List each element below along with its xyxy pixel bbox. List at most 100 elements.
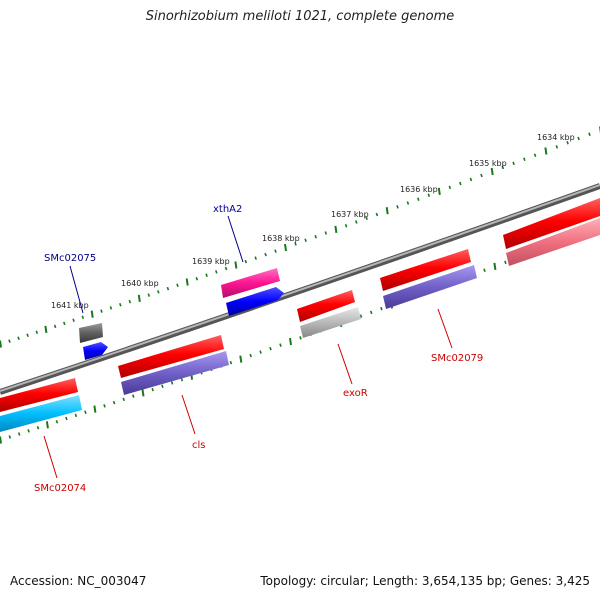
scale-minor-tick (274, 249, 277, 253)
gene-label-smc02075[interactable]: SMc02075 (44, 253, 96, 264)
scale-label-1634: 1634 kbp (537, 133, 575, 142)
scale-minor-tick (406, 201, 410, 205)
scale-major-tick (490, 167, 494, 176)
scale-minor-tick (128, 299, 132, 304)
scale-minor-tick (380, 306, 383, 311)
leader-smc02079 (437, 308, 453, 349)
scale-minor-tick (224, 266, 228, 271)
scale-label-1639: 1639 kbp (192, 257, 230, 266)
gene-smc02079-track[interactable] (380, 249, 471, 291)
scale-minor-tick (375, 212, 379, 217)
scale-minor-tick (65, 416, 68, 421)
scale-major-tick (90, 310, 94, 318)
gene-label-exoR[interactable]: exoR (343, 388, 368, 399)
scale-minor-tick (161, 384, 164, 389)
gene-label-xthA2[interactable]: xthA2 (213, 204, 242, 215)
gene-smc02074-track[interactable] (0, 378, 78, 412)
scale-minor-tick (17, 432, 21, 436)
scale-minor-tick (103, 404, 106, 408)
scale-minor-tick (254, 256, 257, 260)
scale-minor-tick (109, 306, 113, 310)
scale-major-tick (45, 421, 49, 429)
gene-1634[interactable] (506, 218, 600, 266)
scale-minor-tick (264, 252, 267, 257)
scale-label-1635: 1635 kbp (469, 159, 507, 168)
scale-minor-tick (17, 336, 20, 340)
scale-major-tick (185, 278, 189, 286)
scale-label-1640: 1640 kbp (121, 279, 159, 288)
scale-minor-tick (244, 259, 248, 264)
gene-xthA2[interactable] (226, 287, 284, 316)
leader-exoR (337, 343, 353, 385)
leader-cls (181, 394, 196, 435)
scale-major-tick (334, 225, 338, 234)
scale-minor-tick (215, 270, 218, 274)
gene-xthA2-track[interactable] (221, 268, 280, 298)
scale-minor-tick (36, 426, 40, 430)
gene-smc02075[interactable] (83, 342, 108, 360)
gene-smc02079[interactable] (383, 265, 477, 309)
scale-minor-tick (55, 419, 59, 424)
scale-minor-tick (480, 173, 483, 178)
gene-smc02075-forward[interactable] (79, 323, 103, 343)
scale-minor-tick (122, 397, 125, 402)
scale-major-tick (137, 294, 141, 303)
scale-minor-tick (448, 185, 452, 190)
scale-minor-tick (294, 242, 297, 246)
scale-major-tick (493, 262, 497, 271)
scale-minor-tick (170, 381, 174, 385)
scale-minor-tick (72, 318, 75, 323)
scale-minor-tick (588, 132, 591, 137)
scale-major-tick (44, 325, 48, 334)
scale-minor-tick (63, 321, 66, 326)
scale-minor-tick (269, 346, 272, 351)
gene-exoR-track[interactable] (297, 290, 355, 322)
scale-major-tick (0, 340, 2, 348)
scale-minor-tick (205, 273, 208, 278)
scale-minor-tick (119, 303, 122, 307)
scale-major-tick (93, 405, 97, 413)
scale-major-tick (385, 207, 389, 215)
scale-minor-tick (533, 153, 537, 157)
scale-minor-tick (166, 286, 170, 291)
gene-label-smc02079[interactable]: SMc02079 (431, 353, 483, 364)
outer-scale-ring (0, 126, 600, 348)
scale-minor-tick (469, 177, 473, 182)
scale-major-tick (141, 389, 145, 397)
gene-label-cls[interactable]: cls (192, 440, 206, 451)
gene-cls[interactable] (121, 351, 229, 395)
map-title: Sinorhizobium meliloti 1021, complete ge… (145, 9, 455, 24)
scale-minor-tick (147, 293, 151, 297)
accession-text: Accession: NC_003047 (10, 574, 147, 588)
scale-minor-tick (259, 350, 262, 354)
scale-minor-tick (8, 339, 11, 343)
scale-minor-tick (35, 330, 39, 335)
scale-minor-tick (459, 181, 462, 186)
gene-exoR[interactable] (300, 307, 361, 338)
scale-minor-tick (504, 260, 507, 265)
scale-label-1636: 1636 kbp (400, 185, 438, 194)
scale-minor-tick (324, 231, 328, 235)
scale-major-tick (289, 337, 292, 346)
scale-minor-tick (304, 238, 307, 243)
scale-minor-tick (344, 223, 348, 228)
scale-minor-tick (355, 220, 358, 224)
scale-minor-tick (427, 193, 431, 198)
genome-backbone-highlight (0, 184, 600, 392)
scale-minor-tick (176, 283, 179, 288)
gene-smc02074[interactable] (0, 395, 82, 432)
scale-minor-tick (369, 310, 373, 315)
gene-1634-track[interactable] (503, 198, 600, 249)
scale-minor-tick (157, 290, 160, 294)
gene-label-smc02074[interactable]: SMc02074 (34, 483, 86, 494)
scale-minor-tick (501, 165, 505, 170)
scale-label-1637: 1637 kbp (331, 210, 369, 219)
scale-minor-tick (180, 377, 184, 382)
scale-minor-tick (299, 336, 302, 340)
scale-minor-tick (279, 343, 282, 347)
leader-smc02075 (69, 265, 84, 314)
scale-minor-tick (249, 353, 252, 358)
gene-cls-track[interactable] (118, 335, 224, 378)
scale-minor-tick (27, 429, 30, 433)
